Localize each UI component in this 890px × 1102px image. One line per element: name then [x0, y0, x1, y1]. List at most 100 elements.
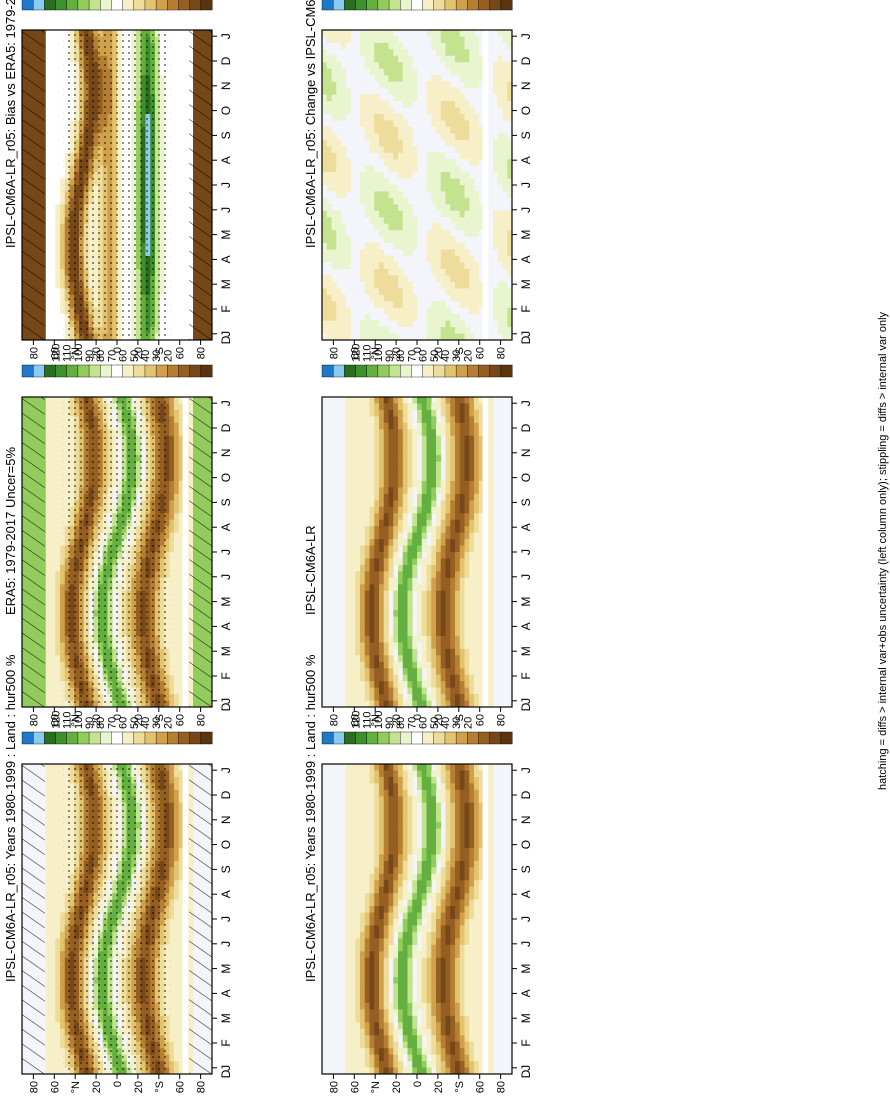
- heat-cell: [474, 1015, 480, 1023]
- heat-cell: [412, 918, 418, 926]
- heat-cell: [369, 808, 375, 816]
- heat-cell: [464, 899, 470, 907]
- heat-cell: [459, 770, 465, 777]
- heat-cell: [174, 622, 180, 630]
- heat-cell: [417, 789, 423, 797]
- heat-cell: [469, 912, 475, 919]
- heat-cell: [345, 912, 351, 919]
- heat-cell: [407, 802, 413, 810]
- x-tick-label: N: [219, 815, 233, 824]
- heat-cell: [355, 802, 361, 810]
- heat-cell: [459, 802, 465, 810]
- heat-cell: [383, 957, 389, 965]
- heat-cell: [421, 795, 427, 803]
- heat-cell: [474, 1047, 480, 1055]
- heat-cell: [445, 983, 451, 991]
- heat-cell: [50, 873, 56, 881]
- heat-cell: [169, 648, 175, 656]
- heat-cell: [364, 1067, 370, 1074]
- heat-cell: [383, 763, 389, 771]
- heat-cell: [345, 828, 351, 836]
- heat-cell: [50, 815, 56, 823]
- heat-cell: [459, 866, 465, 874]
- heat-cell: [355, 996, 361, 1003]
- heat-cell: [426, 963, 432, 971]
- heat-cell: [169, 854, 175, 861]
- heat-cell: [421, 937, 427, 945]
- heat-cell: [388, 1047, 394, 1055]
- heat-cell: [445, 1047, 451, 1055]
- heat-cell: [445, 763, 451, 771]
- heat-cell: [169, 506, 175, 514]
- heat-cell: [402, 989, 408, 997]
- heat-cell: [355, 976, 361, 984]
- heat-cell: [50, 687, 56, 695]
- heatmap: [22, 396, 213, 707]
- heat-cell: [45, 622, 51, 630]
- heat-cell: [455, 808, 461, 816]
- heat-cell: [355, 989, 361, 997]
- hatching-south: [189, 397, 212, 707]
- heat-cell: [45, 983, 51, 991]
- heat-cell: [469, 1060, 475, 1068]
- heat-cell: [455, 847, 461, 855]
- heat-cell: [450, 1028, 456, 1036]
- heat-cell: [407, 770, 413, 777]
- heat-cell: [345, 1047, 351, 1055]
- heat-cell: [350, 1041, 356, 1049]
- heat-cell: [360, 789, 366, 797]
- heat-cell: [412, 944, 418, 952]
- heat-cell: [345, 937, 351, 945]
- heat-cell: [421, 950, 427, 958]
- heat-cell: [459, 841, 465, 848]
- heat-cell: [55, 892, 61, 900]
- heat-cell: [169, 558, 175, 565]
- heat-cell: [364, 795, 370, 803]
- heat-cell: [459, 1009, 465, 1016]
- heat-cell: [459, 873, 465, 881]
- heat-cell: [445, 950, 451, 958]
- heat-cell: [469, 957, 475, 965]
- heat-cell: [412, 815, 418, 823]
- heat-cell: [55, 674, 61, 682]
- heat-cell: [455, 905, 461, 913]
- heat-cell: [169, 957, 175, 965]
- heat-cell: [474, 782, 480, 790]
- heat-cell: [421, 944, 427, 952]
- heat-cell: [374, 795, 380, 803]
- heat-cell: [450, 996, 456, 1003]
- heat-cell: [45, 815, 51, 823]
- heat-cell: [412, 1021, 418, 1029]
- heat-cell: [436, 970, 442, 978]
- heat-cell: [45, 474, 51, 481]
- heat-cell: [388, 693, 394, 701]
- heat-cell: [469, 1047, 475, 1055]
- heat-cell: [355, 957, 361, 965]
- colorbar-label: 110: [62, 711, 74, 729]
- heat-cell: [488, 860, 494, 868]
- heat-cell: [488, 1041, 494, 1049]
- heat-cell: [450, 1054, 456, 1062]
- x-tick-label: M: [219, 964, 233, 974]
- heat-cell: [174, 905, 180, 913]
- heat-cell: [345, 763, 351, 771]
- heat-cell: [459, 899, 465, 907]
- heat-cell: [436, 963, 442, 971]
- heat-cell: [379, 828, 385, 836]
- heat-cell: [421, 905, 427, 913]
- heat-cell: [364, 866, 370, 874]
- heat-cell: [398, 1060, 404, 1068]
- heat-cell: [383, 983, 389, 991]
- heat-cell: [50, 435, 56, 443]
- heat-cell: [169, 577, 175, 585]
- heat-cell: [402, 866, 408, 874]
- heat-cell: [469, 931, 475, 939]
- heat-cell: [345, 1041, 351, 1049]
- colorbar-swatch: [444, 731, 457, 745]
- heat-cell: [174, 461, 180, 469]
- heat-cell: [402, 963, 408, 971]
- heat-cell: [50, 506, 56, 514]
- heat-cell: [355, 892, 361, 900]
- heat-cell: [436, 828, 442, 836]
- heat-cell: [459, 912, 465, 919]
